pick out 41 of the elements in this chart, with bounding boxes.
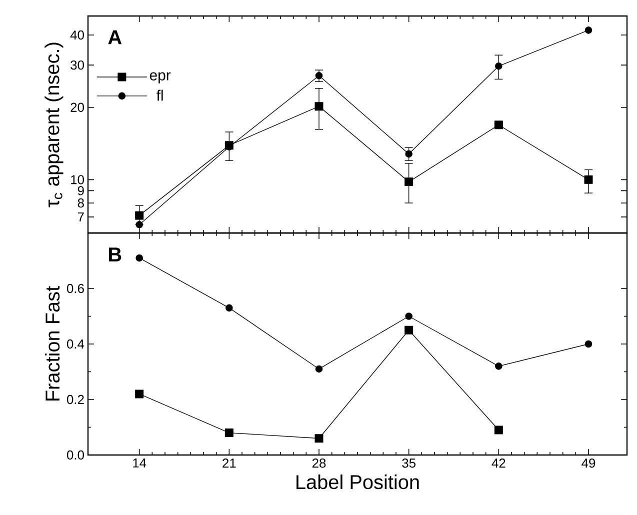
x-tick-label: 35 [402,458,416,468]
y-tick-label: 0.0 [66,450,84,460]
point [315,365,323,373]
annotation: B [109,248,122,262]
x-tick-label: 42 [492,458,506,468]
point [494,426,503,434]
y-tick-label: 0.2 [66,394,84,404]
y-axis-title: τ$_{c}$ apparent (nsec.) [44,42,64,208]
x-tick-label: 21 [222,458,236,468]
point [584,175,593,184]
point [136,254,143,262]
x-tick-label: 49 [582,458,596,468]
annotation: A [108,30,122,44]
legend-label: epr [150,72,171,84]
y-tick-label: 0.4 [66,339,84,349]
legend-label: fl [156,90,163,101]
point [314,102,324,111]
point [404,178,414,186]
point [136,221,143,228]
x-axis-title: Label Position [296,474,419,490]
point [584,26,592,34]
y-tick-label: 10 [71,175,84,184]
y-axis-title: Fraction Fast [45,286,60,400]
x-tick-label: 28 [312,458,326,468]
point [495,362,502,370]
y-tick-label: 40 [70,30,84,40]
point [494,120,503,130]
y-tick-label: 0.6 [66,284,84,294]
point [404,326,414,334]
y-tick-label: 7 [78,212,84,222]
y-tick-label: 30 [70,60,84,70]
point [584,340,592,348]
y-tick-label: 8 [78,198,84,208]
y-tick-label: 20 [70,102,84,112]
point [226,304,233,312]
point [224,428,234,438]
y-tick-label: 9 [78,186,84,196]
point [135,390,144,398]
x-tick-label: 14 [133,458,146,468]
point [314,434,324,443]
point [405,312,412,320]
